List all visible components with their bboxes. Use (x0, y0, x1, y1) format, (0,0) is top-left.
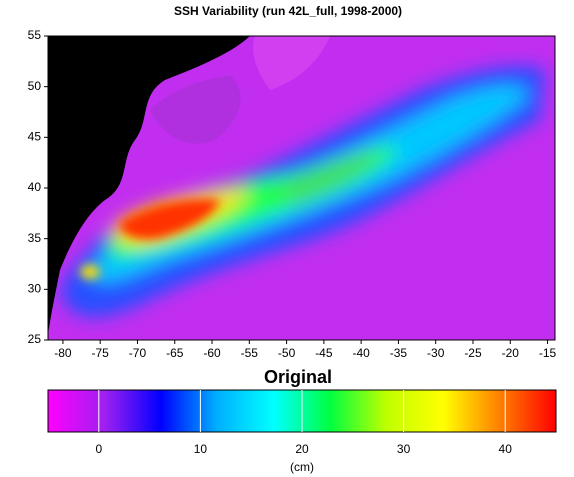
y-tick-label: 25 (28, 332, 42, 346)
x-tick-label: -40 (352, 346, 370, 360)
x-tick-label: -25 (464, 346, 482, 360)
x-tick-label: -55 (241, 346, 259, 360)
x-tick-label: -15 (539, 346, 557, 360)
colorbar-tick-label: 40 (499, 442, 513, 456)
y-tick-label: 55 (28, 28, 42, 42)
colorbar-tick-label: 30 (397, 442, 411, 456)
colorbar-label: (cm) (290, 460, 314, 474)
x-tick-label: -20 (502, 346, 520, 360)
colorbar-tick-label: 0 (95, 442, 102, 456)
y-tick-label: 45 (28, 130, 42, 144)
colorbar-tick-label: 20 (295, 442, 309, 456)
x-tick-label: -75 (92, 346, 110, 360)
x-tick-label: -30 (427, 346, 445, 360)
y-tick-label: 30 (28, 282, 42, 296)
y-tick-label: 35 (28, 231, 42, 245)
y-tick-label: 40 (28, 180, 42, 194)
y-tick-label: 50 (28, 79, 42, 93)
x-tick-label: -70 (129, 346, 147, 360)
colorbar-tick-label: 10 (194, 442, 208, 456)
map-field (48, 36, 555, 340)
x-tick-label: -80 (54, 346, 72, 360)
annotation: Original (264, 367, 332, 387)
x-tick-label: -35 (390, 346, 408, 360)
x-tick-label: -60 (203, 346, 221, 360)
chart-title: SSH Variability (run 42L_full, 1998-2000… (174, 4, 402, 18)
x-tick-label: -65 (166, 346, 184, 360)
x-tick-label: -45 (315, 346, 333, 360)
x-tick-label: -50 (278, 346, 296, 360)
